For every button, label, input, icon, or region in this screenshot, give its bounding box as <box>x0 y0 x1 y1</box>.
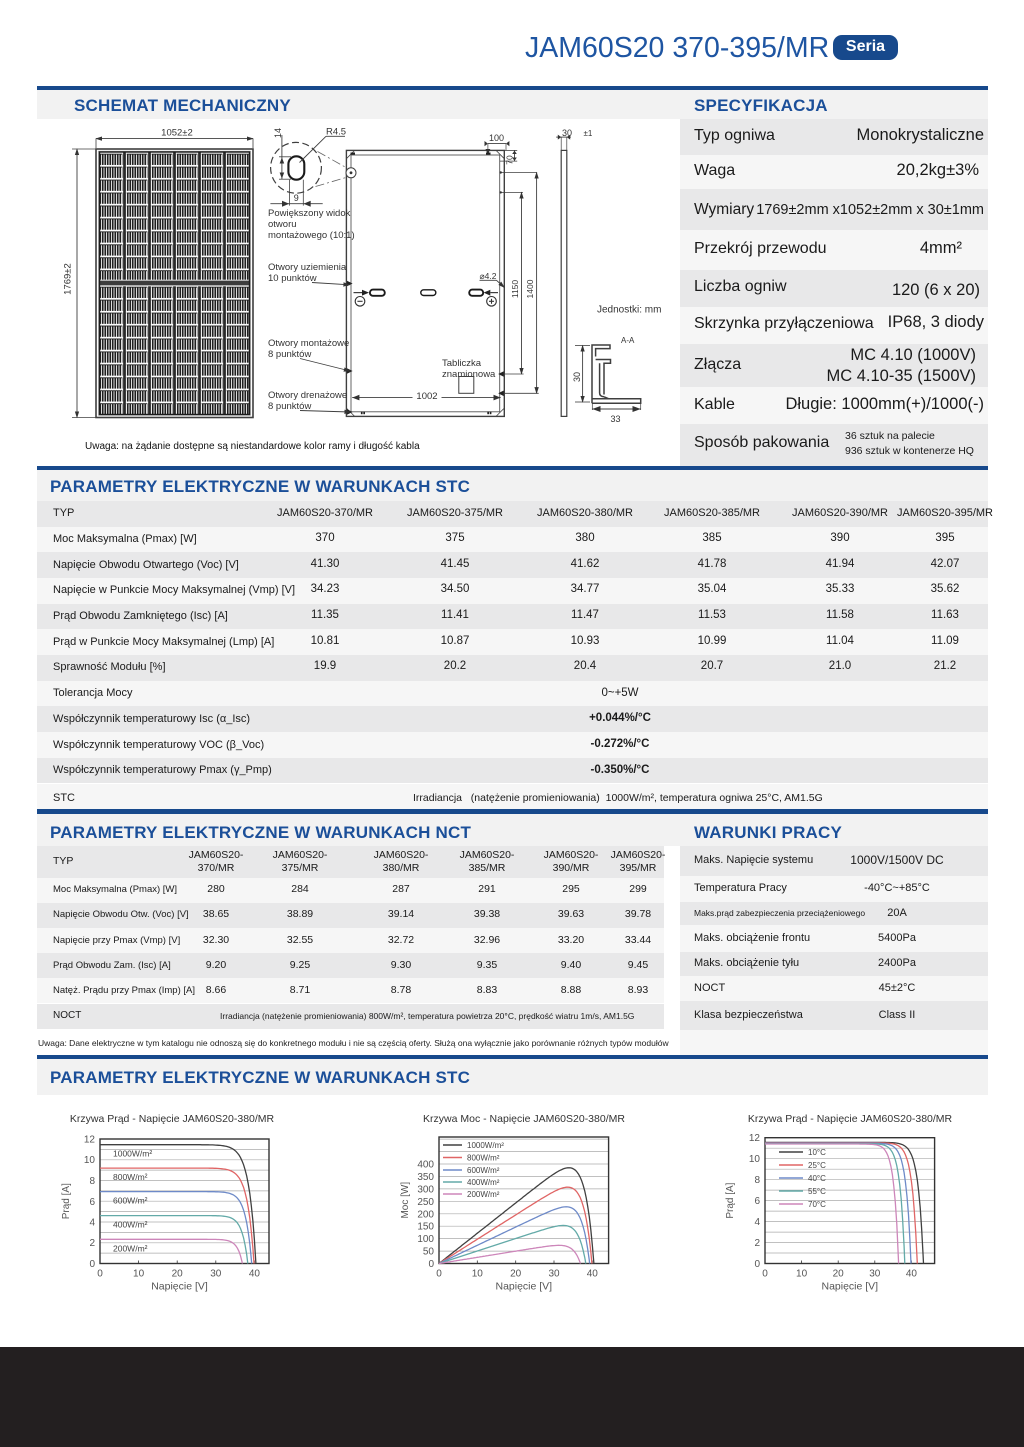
svg-text:1002: 1002 <box>416 391 437 402</box>
svg-text:Moc [W]: Moc [W] <box>400 1182 411 1219</box>
svg-text:Powiększony widok: Powiększony widok <box>268 208 351 219</box>
svg-text:⌀4.2: ⌀4.2 <box>480 271 497 281</box>
svg-text:10 punktów: 10 punktów <box>268 273 317 284</box>
svg-text:350: 350 <box>417 1172 434 1183</box>
svg-text:0: 0 <box>762 1269 768 1280</box>
svg-text:8 punktów: 8 punktów <box>268 401 311 412</box>
svg-text:4: 4 <box>89 1218 95 1229</box>
svg-text:10: 10 <box>472 1269 484 1280</box>
svg-text:1400: 1400 <box>525 279 535 298</box>
svg-text:1150: 1150 <box>510 280 520 299</box>
svg-text:Jednostki: mm: Jednostki: mm <box>597 305 661 316</box>
svg-text:30: 30 <box>869 1269 881 1280</box>
svg-text:100: 100 <box>489 133 504 143</box>
svg-text:600W/m²: 600W/m² <box>113 1196 148 1206</box>
svg-text:800W/m²: 800W/m² <box>113 1172 148 1182</box>
svg-text:6: 6 <box>754 1196 760 1207</box>
svg-text:8: 8 <box>89 1176 95 1187</box>
svg-text:20: 20 <box>172 1269 184 1280</box>
svg-text:znamionowa: znamionowa <box>442 369 496 380</box>
svg-text:1052±2: 1052±2 <box>161 128 193 139</box>
svg-text:70: 70 <box>505 155 515 165</box>
svg-text:20: 20 <box>510 1269 522 1280</box>
svg-text:200: 200 <box>417 1209 434 1220</box>
svg-text:30: 30 <box>572 372 582 382</box>
svg-text:33: 33 <box>610 414 620 424</box>
svg-text:1000W/m²: 1000W/m² <box>113 1149 152 1159</box>
svg-text:20: 20 <box>833 1269 845 1280</box>
svg-text:Tabliczka: Tabliczka <box>442 358 482 369</box>
svg-text:50: 50 <box>423 1247 435 1258</box>
svg-text:10: 10 <box>133 1269 145 1280</box>
svg-text:Napięcie [V]: Napięcie [V] <box>495 1281 552 1293</box>
svg-text:0: 0 <box>428 1259 434 1270</box>
svg-text:12: 12 <box>749 1133 761 1144</box>
svg-text:0: 0 <box>754 1259 760 1270</box>
svg-text:400: 400 <box>417 1160 434 1171</box>
svg-text:600W/m²: 600W/m² <box>467 1166 500 1175</box>
svg-text:800W/m²: 800W/m² <box>467 1154 500 1163</box>
svg-text:8: 8 <box>754 1175 760 1186</box>
svg-text:0: 0 <box>97 1269 103 1280</box>
svg-text:55°C: 55°C <box>808 1187 826 1196</box>
svg-text:R4.5: R4.5 <box>326 127 346 138</box>
svg-text:100: 100 <box>417 1234 434 1245</box>
svg-text:Napięcie [V]: Napięcie [V] <box>151 1281 208 1293</box>
svg-text:10: 10 <box>84 1155 96 1166</box>
svg-text:25°C: 25°C <box>808 1161 826 1170</box>
svg-text:300: 300 <box>417 1184 434 1195</box>
svg-text:40: 40 <box>906 1269 918 1280</box>
svg-text:1000W/m²: 1000W/m² <box>467 1141 504 1150</box>
svg-text:Krzywa Prąd - Napięcie JAM60S2: Krzywa Prąd - Napięcie JAM60S20-380/MR <box>748 1113 953 1125</box>
svg-text:otworu: otworu <box>268 219 297 230</box>
svg-text:200W/m²: 200W/m² <box>467 1190 500 1199</box>
svg-text:Krzywa Moc - Napięcie JAM60S20: Krzywa Moc - Napięcie JAM60S20-380/MR <box>423 1113 625 1125</box>
svg-text:Otwory uziemienia: Otwory uziemienia <box>268 262 347 273</box>
svg-text:10: 10 <box>796 1269 808 1280</box>
svg-text:±1: ±1 <box>584 129 593 138</box>
svg-text:9: 9 <box>294 193 299 203</box>
svg-text:40°C: 40°C <box>808 1174 826 1183</box>
svg-text:30: 30 <box>562 128 572 138</box>
svg-text:Krzywa Prąd - Napięcie JAM60S: Krzywa Prąd - Napięcie JAM60S20-380/MR <box>70 1113 275 1125</box>
svg-text:2: 2 <box>754 1238 760 1249</box>
svg-text:12: 12 <box>84 1135 96 1146</box>
svg-text:10: 10 <box>749 1154 761 1165</box>
svg-text:30: 30 <box>548 1269 560 1280</box>
svg-text:Napięcie [V]: Napięcie [V] <box>821 1281 878 1293</box>
svg-text:10°C: 10°C <box>808 1148 826 1157</box>
svg-text:Otwory montażowe: Otwory montażowe <box>268 338 349 349</box>
svg-text:70°C: 70°C <box>808 1200 826 1209</box>
svg-text:150: 150 <box>417 1222 434 1233</box>
svg-text:Prąd [A]: Prąd [A] <box>725 1182 736 1218</box>
svg-text:14: 14 <box>273 128 283 138</box>
svg-text:6: 6 <box>89 1197 95 1208</box>
svg-text:Otwory drenażowe: Otwory drenażowe <box>268 390 347 401</box>
svg-text:8 punktów: 8 punktów <box>268 349 311 360</box>
svg-text:1769±2: 1769±2 <box>63 263 74 295</box>
svg-text:250: 250 <box>417 1197 434 1208</box>
svg-text:montażowego (10:1): montażowego (10:1) <box>268 230 355 241</box>
svg-text:2: 2 <box>89 1238 95 1249</box>
svg-text:400W/m²: 400W/m² <box>113 1220 148 1230</box>
svg-text:0: 0 <box>89 1259 95 1270</box>
svg-text:4: 4 <box>754 1217 760 1228</box>
svg-text:0: 0 <box>436 1269 442 1280</box>
svg-text:200W/m²: 200W/m² <box>113 1243 148 1253</box>
svg-text:Prąd [A]: Prąd [A] <box>61 1183 72 1219</box>
svg-text:A-A: A-A <box>621 336 635 345</box>
svg-text:400W/m²: 400W/m² <box>467 1178 500 1187</box>
svg-text:40: 40 <box>249 1269 261 1280</box>
svg-text:40: 40 <box>587 1269 599 1280</box>
svg-text:30: 30 <box>210 1269 222 1280</box>
